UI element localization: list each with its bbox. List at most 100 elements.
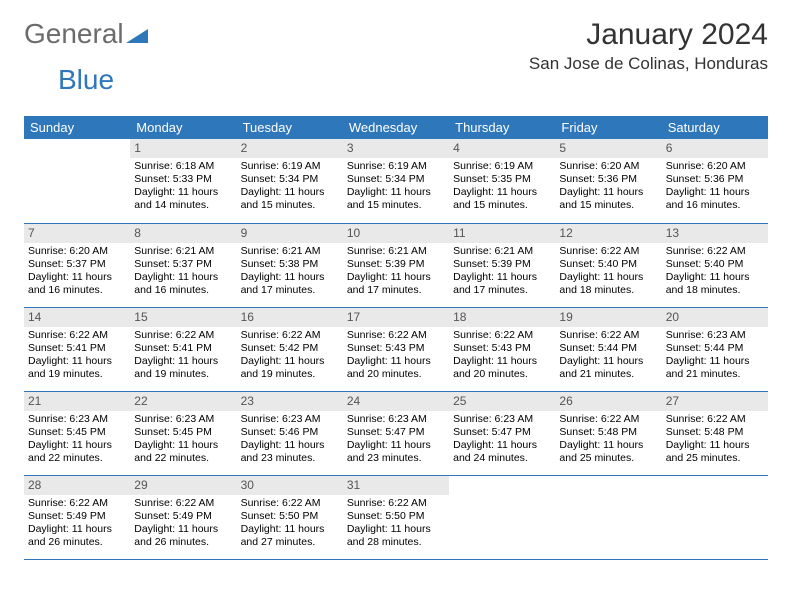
weekday-header: Wednesday	[343, 116, 449, 139]
day-details: Sunrise: 6:22 AMSunset: 5:48 PMDaylight:…	[662, 411, 768, 468]
day-details: Sunrise: 6:22 AMSunset: 5:40 PMDaylight:…	[555, 243, 661, 300]
calendar-cell: 24Sunrise: 6:23 AMSunset: 5:47 PMDayligh…	[343, 391, 449, 475]
day-number: 15	[130, 308, 236, 327]
day-details: Sunrise: 6:19 AMSunset: 5:35 PMDaylight:…	[449, 158, 555, 215]
day-number: 17	[343, 308, 449, 327]
day-number: 3	[343, 139, 449, 158]
day-details: Sunrise: 6:20 AMSunset: 5:37 PMDaylight:…	[24, 243, 130, 300]
calendar-cell: 0.	[24, 139, 130, 223]
calendar-cell: 21Sunrise: 6:23 AMSunset: 5:45 PMDayligh…	[24, 391, 130, 475]
day-details: Sunrise: 6:21 AMSunset: 5:37 PMDaylight:…	[130, 243, 236, 300]
logo-text-general: General	[24, 18, 124, 50]
day-details: Sunrise: 6:22 AMSunset: 5:41 PMDaylight:…	[24, 327, 130, 384]
calendar-cell: 23Sunrise: 6:23 AMSunset: 5:46 PMDayligh…	[237, 391, 343, 475]
calendar-body: 0.1Sunrise: 6:18 AMSunset: 5:33 PMDaylig…	[24, 139, 768, 559]
calendar-cell: 30Sunrise: 6:22 AMSunset: 5:50 PMDayligh…	[237, 475, 343, 559]
weekday-header: Friday	[555, 116, 661, 139]
weekday-header: Thursday	[449, 116, 555, 139]
calendar-cell: 13Sunrise: 6:22 AMSunset: 5:40 PMDayligh…	[662, 223, 768, 307]
calendar-cell: 0.	[662, 475, 768, 559]
day-details: Sunrise: 6:23 AMSunset: 5:47 PMDaylight:…	[343, 411, 449, 468]
day-number: 20	[662, 308, 768, 327]
calendar-cell: 2Sunrise: 6:19 AMSunset: 5:34 PMDaylight…	[237, 139, 343, 223]
day-number: 24	[343, 392, 449, 411]
day-details: Sunrise: 6:21 AMSunset: 5:39 PMDaylight:…	[449, 243, 555, 300]
calendar-cell: 3Sunrise: 6:19 AMSunset: 5:34 PMDaylight…	[343, 139, 449, 223]
day-number: 8	[130, 224, 236, 243]
calendar-cell: 1Sunrise: 6:18 AMSunset: 5:33 PMDaylight…	[130, 139, 236, 223]
weekday-header: Monday	[130, 116, 236, 139]
logo-text-blue: Blue	[58, 64, 114, 95]
calendar-cell: 20Sunrise: 6:23 AMSunset: 5:44 PMDayligh…	[662, 307, 768, 391]
calendar-cell: 31Sunrise: 6:22 AMSunset: 5:50 PMDayligh…	[343, 475, 449, 559]
day-details: Sunrise: 6:23 AMSunset: 5:45 PMDaylight:…	[130, 411, 236, 468]
day-number: 28	[24, 476, 130, 495]
calendar-table: SundayMondayTuesdayWednesdayThursdayFrid…	[24, 116, 768, 560]
day-details: Sunrise: 6:23 AMSunset: 5:47 PMDaylight:…	[449, 411, 555, 468]
day-number: 7	[24, 224, 130, 243]
day-details: Sunrise: 6:19 AMSunset: 5:34 PMDaylight:…	[237, 158, 343, 215]
day-number: 9	[237, 224, 343, 243]
calendar-cell: 15Sunrise: 6:22 AMSunset: 5:41 PMDayligh…	[130, 307, 236, 391]
day-details: Sunrise: 6:22 AMSunset: 5:44 PMDaylight:…	[555, 327, 661, 384]
day-number: 11	[449, 224, 555, 243]
logo-line2: Blue	[24, 64, 768, 96]
month-title: January 2024	[529, 18, 768, 52]
day-number: 13	[662, 224, 768, 243]
calendar-cell: 8Sunrise: 6:21 AMSunset: 5:37 PMDaylight…	[130, 223, 236, 307]
calendar-cell: 26Sunrise: 6:22 AMSunset: 5:48 PMDayligh…	[555, 391, 661, 475]
day-number: 4	[449, 139, 555, 158]
logo: General	[24, 18, 148, 50]
calendar-cell: 0.	[449, 475, 555, 559]
calendar-cell: 19Sunrise: 6:22 AMSunset: 5:44 PMDayligh…	[555, 307, 661, 391]
day-number: 5	[555, 139, 661, 158]
day-number: 31	[343, 476, 449, 495]
logo-triangle-icon	[126, 25, 148, 43]
calendar-cell: 14Sunrise: 6:22 AMSunset: 5:41 PMDayligh…	[24, 307, 130, 391]
day-details: Sunrise: 6:22 AMSunset: 5:48 PMDaylight:…	[555, 411, 661, 468]
day-number: 12	[555, 224, 661, 243]
day-number: 21	[24, 392, 130, 411]
day-details: Sunrise: 6:22 AMSunset: 5:49 PMDaylight:…	[130, 495, 236, 552]
day-details: Sunrise: 6:22 AMSunset: 5:40 PMDaylight:…	[662, 243, 768, 300]
day-details: Sunrise: 6:21 AMSunset: 5:38 PMDaylight:…	[237, 243, 343, 300]
day-number: 6	[662, 139, 768, 158]
calendar-cell: 25Sunrise: 6:23 AMSunset: 5:47 PMDayligh…	[449, 391, 555, 475]
day-details: Sunrise: 6:23 AMSunset: 5:45 PMDaylight:…	[24, 411, 130, 468]
weekday-header: Tuesday	[237, 116, 343, 139]
day-details: Sunrise: 6:23 AMSunset: 5:44 PMDaylight:…	[662, 327, 768, 384]
day-details: Sunrise: 6:21 AMSunset: 5:39 PMDaylight:…	[343, 243, 449, 300]
day-details: Sunrise: 6:22 AMSunset: 5:49 PMDaylight:…	[24, 495, 130, 552]
calendar-cell: 11Sunrise: 6:21 AMSunset: 5:39 PMDayligh…	[449, 223, 555, 307]
day-number: 14	[24, 308, 130, 327]
day-details: Sunrise: 6:20 AMSunset: 5:36 PMDaylight:…	[662, 158, 768, 215]
day-details: Sunrise: 6:22 AMSunset: 5:43 PMDaylight:…	[343, 327, 449, 384]
day-number: 27	[662, 392, 768, 411]
weekday-header: Sunday	[24, 116, 130, 139]
day-number: 2	[237, 139, 343, 158]
calendar-cell: 17Sunrise: 6:22 AMSunset: 5:43 PMDayligh…	[343, 307, 449, 391]
calendar-cell: 18Sunrise: 6:22 AMSunset: 5:43 PMDayligh…	[449, 307, 555, 391]
day-details: Sunrise: 6:19 AMSunset: 5:34 PMDaylight:…	[343, 158, 449, 215]
calendar-cell: 27Sunrise: 6:22 AMSunset: 5:48 PMDayligh…	[662, 391, 768, 475]
calendar-cell: 10Sunrise: 6:21 AMSunset: 5:39 PMDayligh…	[343, 223, 449, 307]
day-number: 26	[555, 392, 661, 411]
day-details: Sunrise: 6:22 AMSunset: 5:42 PMDaylight:…	[237, 327, 343, 384]
day-details: Sunrise: 6:22 AMSunset: 5:50 PMDaylight:…	[237, 495, 343, 552]
day-number: 18	[449, 308, 555, 327]
calendar-cell: 29Sunrise: 6:22 AMSunset: 5:49 PMDayligh…	[130, 475, 236, 559]
day-details: Sunrise: 6:20 AMSunset: 5:36 PMDaylight:…	[555, 158, 661, 215]
calendar-header-row: SundayMondayTuesdayWednesdayThursdayFrid…	[24, 116, 768, 139]
calendar-cell: 0.	[555, 475, 661, 559]
day-number: 19	[555, 308, 661, 327]
calendar-cell: 9Sunrise: 6:21 AMSunset: 5:38 PMDaylight…	[237, 223, 343, 307]
day-details: Sunrise: 6:23 AMSunset: 5:46 PMDaylight:…	[237, 411, 343, 468]
calendar-cell: 28Sunrise: 6:22 AMSunset: 5:49 PMDayligh…	[24, 475, 130, 559]
day-number: 30	[237, 476, 343, 495]
day-number: 29	[130, 476, 236, 495]
calendar-cell: 22Sunrise: 6:23 AMSunset: 5:45 PMDayligh…	[130, 391, 236, 475]
calendar-cell: 7Sunrise: 6:20 AMSunset: 5:37 PMDaylight…	[24, 223, 130, 307]
weekday-header: Saturday	[662, 116, 768, 139]
day-number: 23	[237, 392, 343, 411]
day-number: 22	[130, 392, 236, 411]
